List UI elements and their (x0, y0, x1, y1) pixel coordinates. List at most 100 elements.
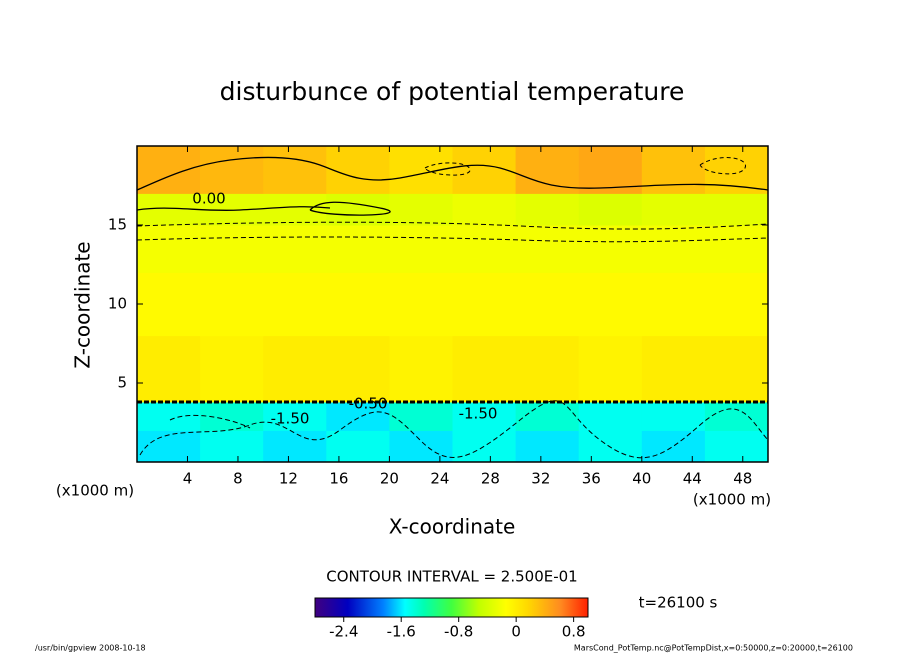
footer-right: MarsCond_PotTemp.nc@PotTempDist,x=0:5000… (574, 644, 853, 653)
cell (578, 335, 643, 403)
cell (200, 225, 264, 273)
cell (641, 401, 706, 431)
contour-line (424, 162, 471, 176)
cell (452, 272, 517, 337)
cell (263, 401, 327, 431)
cell (263, 430, 327, 462)
cell (137, 272, 201, 337)
cell (515, 193, 580, 226)
footer-left: /usr/bin/gpview 2008-10-18 (35, 644, 146, 653)
cell (578, 225, 643, 273)
x-tick-label: 4 (183, 470, 193, 488)
cell (704, 193, 768, 226)
cell (641, 146, 706, 194)
cell (578, 146, 643, 194)
cell (200, 430, 264, 462)
contour-line (309, 201, 391, 216)
cell (137, 146, 201, 194)
contour-line (137, 236, 768, 243)
cell (515, 335, 580, 403)
colorbar-tick-label: -0.8 (444, 623, 473, 641)
cell (263, 146, 327, 194)
x-unit-label: (x1000 m) (56, 482, 134, 500)
cell (578, 193, 643, 226)
colorbar-tick-label: 0.8 (562, 623, 586, 641)
contour-label: 0.00 (192, 190, 225, 208)
contour-line (137, 206, 331, 211)
colorbar-tick-label: -1.6 (387, 623, 416, 641)
contour-label: -1.50 (271, 410, 310, 428)
chart-title: disturbunce of potential temperature (220, 77, 685, 106)
cell (326, 430, 390, 462)
cell (452, 430, 517, 462)
contour-interval: CONTOUR INTERVAL = 2.500E-01 (326, 568, 577, 586)
time-label: t=26100 s (639, 594, 718, 612)
colorbar (314, 597, 589, 618)
cell (326, 335, 390, 403)
cell (578, 272, 643, 337)
cell (263, 272, 327, 337)
cell (515, 430, 580, 462)
x-unit-label: (x1000 m) (693, 491, 771, 509)
cell (263, 193, 327, 226)
cell (452, 193, 517, 226)
cell (704, 430, 768, 462)
colorbar-tick-label: 0 (511, 623, 521, 641)
cell (389, 225, 453, 273)
cell (326, 272, 390, 337)
cell (452, 225, 517, 273)
cell (452, 401, 517, 431)
cell (578, 430, 643, 462)
x-tick-label: 28 (481, 470, 500, 488)
cell (641, 430, 706, 462)
contours (137, 156, 768, 459)
cell (641, 193, 706, 226)
cell (515, 401, 580, 431)
x-tick-label: 44 (683, 470, 702, 488)
cell (641, 225, 706, 273)
contour-line (169, 414, 251, 429)
x-tick-label: 24 (430, 470, 449, 488)
contour-line (699, 157, 746, 175)
cell (515, 225, 580, 273)
cell (704, 335, 768, 403)
cell (137, 335, 201, 403)
contour-label: -0.50 (349, 395, 388, 413)
x-tick-label: 36 (582, 470, 601, 488)
cell (137, 225, 201, 273)
cell (641, 272, 706, 337)
cell (389, 272, 453, 337)
cell (326, 193, 390, 226)
contour-line (137, 221, 768, 230)
cell (263, 335, 327, 403)
cell (515, 146, 580, 194)
cell (704, 225, 768, 273)
cell (452, 335, 517, 403)
cell (389, 401, 453, 431)
cell (200, 335, 264, 403)
y-tick-label: 5 (117, 374, 127, 392)
x-tick-label: 12 (279, 470, 298, 488)
x-tick-label: 16 (329, 470, 348, 488)
cell (515, 272, 580, 337)
y-tick-label: 10 (108, 295, 127, 313)
cell (263, 225, 327, 273)
cell (641, 335, 706, 403)
cell (326, 146, 390, 194)
cell (137, 401, 201, 431)
cell (200, 272, 264, 337)
cell (326, 401, 390, 431)
field (137, 146, 768, 462)
cell (200, 146, 264, 194)
x-axis-label: X-coordinate (389, 515, 516, 539)
y-tick-label: 15 (108, 216, 127, 234)
cell (578, 401, 643, 431)
x-tick-label: 8 (233, 470, 243, 488)
cell (137, 430, 201, 462)
cell (389, 430, 453, 462)
x-tick-label: 40 (632, 470, 651, 488)
colorbar-tick-label: -2.4 (329, 623, 358, 641)
contour-line (139, 400, 768, 459)
y-axis-label: Z-coordinate (71, 241, 95, 368)
